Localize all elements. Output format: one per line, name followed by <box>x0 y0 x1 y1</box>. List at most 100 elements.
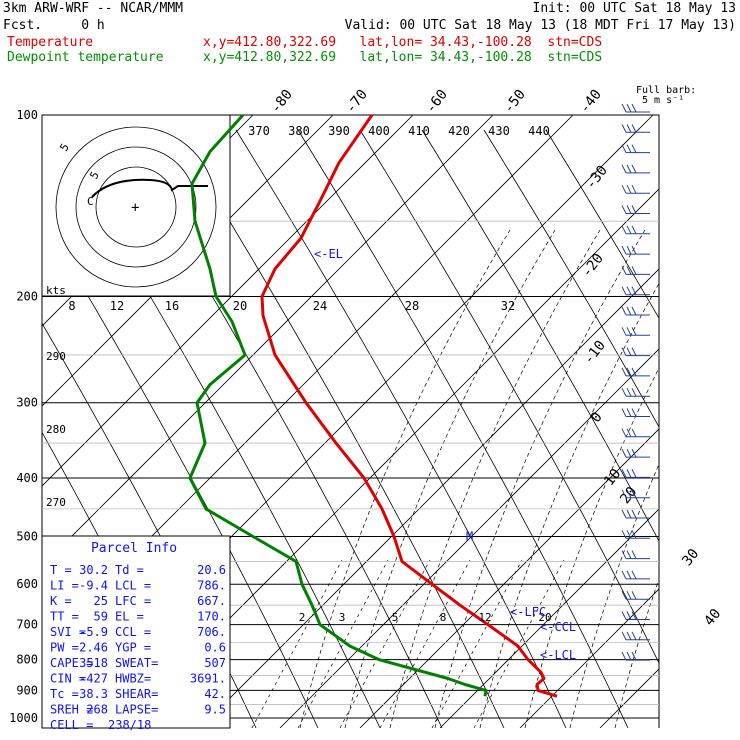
isotherm-label--80: -80 <box>268 87 296 117</box>
isotherm-label-40: 40 <box>701 606 724 629</box>
wind-barb-flag <box>621 205 627 214</box>
parcel-value: 268 <box>86 703 108 717</box>
pressure-label-300: 300 <box>16 396 38 410</box>
moist-adiabat-line <box>569 463 659 728</box>
parcel-value: -9.4 <box>79 579 108 593</box>
level-marker: <-LFC <box>510 605 546 619</box>
wind-barb-flag <box>626 550 632 559</box>
wind-barb-flag <box>626 631 632 641</box>
wind-barb-flag <box>631 651 637 661</box>
speed-label-12: 12 <box>110 299 124 313</box>
theta-e-label-390: 390 <box>328 124 350 138</box>
wind-barb-flag <box>621 469 627 478</box>
parcel-value: 59 <box>94 610 108 624</box>
wind-barb-flag <box>621 408 627 417</box>
wind-barb-flag <box>631 530 637 539</box>
wind-barb-flag <box>631 611 637 620</box>
parcel-value: 0.6 <box>204 641 226 655</box>
theta-e-label-400: 400 <box>368 124 390 138</box>
wind-barb-flag <box>621 225 627 235</box>
wind-barb-flag <box>621 428 627 438</box>
isotherm-label-20: 20 <box>617 484 640 507</box>
wind-barb-flag <box>631 327 637 336</box>
wind-barb-flag <box>626 367 632 377</box>
wind-barb-flag <box>631 590 637 600</box>
wind-barb-flag <box>621 306 627 316</box>
dry-adiabat-label-270: 270 <box>46 496 66 509</box>
mixing-ratio-line <box>251 559 343 728</box>
dry-adiabat-line <box>545 129 659 320</box>
speed-label-8: 8 <box>68 299 75 313</box>
wind-barb-flag <box>631 428 637 438</box>
dry-adiabat-line <box>173 129 505 728</box>
wind-barb-flag <box>626 327 632 336</box>
wind-barb-flag <box>626 347 632 356</box>
temperature-legend-label: Temperature <box>7 35 94 50</box>
parcel-label: SREH = <box>50 703 93 717</box>
parcel-label: Tc = <box>50 687 79 701</box>
wind-barb-flag <box>626 306 632 316</box>
parcel-value: 25 <box>94 594 108 608</box>
wind-barb-flag <box>626 570 632 580</box>
isotherm-label--30: -30 <box>583 163 611 193</box>
hodograph-trace <box>91 178 208 198</box>
wind-barb-flag <box>631 448 637 458</box>
hodograph-ring <box>95 166 177 248</box>
speed-label-24: 24 <box>313 299 327 313</box>
parcel-value: 786. <box>197 579 226 593</box>
dry-adiabat-line <box>483 129 659 428</box>
wind-barb-flag <box>621 245 627 255</box>
isotherm-label--40: -40 <box>577 87 605 117</box>
parcel-value: -427 <box>79 672 108 686</box>
wind-barb-flag <box>631 550 637 559</box>
parcel-value: 238/18 <box>108 718 151 732</box>
pressure-label-200: 200 <box>16 290 38 304</box>
parcel-label: HWBZ= <box>115 672 151 686</box>
wind-barb-flag <box>621 184 627 194</box>
level-marker: <-CCL <box>540 620 576 634</box>
dry-adiabat-line <box>359 129 659 664</box>
parcel-label: K = <box>50 594 72 608</box>
parcel-label: CCL = <box>115 625 151 639</box>
isotherm-label--60: -60 <box>423 87 451 117</box>
parcel-label: LFC = <box>115 594 151 608</box>
parcel-label: SWEAT= <box>115 656 158 670</box>
wind-barb-flag <box>631 286 637 295</box>
speed-label-28: 28 <box>405 299 419 313</box>
parcel-label: PW = <box>50 641 79 655</box>
isotherm-label-30: 30 <box>679 546 702 569</box>
wind-barb-flag <box>621 570 627 580</box>
mixing-ratio-line <box>379 559 471 728</box>
parcel-value: 3691. <box>190 672 226 686</box>
mixing-ratio-label-20: 20 <box>538 611 551 624</box>
wind-barb-flag <box>626 448 632 458</box>
dewpoint-profile <box>188 115 488 697</box>
hodograph-box <box>41 114 231 297</box>
wind-barb-flag <box>626 286 632 295</box>
pressure-label-700: 700 <box>16 618 38 632</box>
theta-e-label-410: 410 <box>408 124 430 138</box>
hodograph-ring-label: C <box>87 195 94 208</box>
wind-barb-flag <box>621 489 627 498</box>
wind-barb-flag <box>631 266 637 275</box>
parcel-value: 38.3 <box>79 687 108 701</box>
wind-barb-flag <box>621 611 627 620</box>
mixing-ratio-line <box>473 559 565 728</box>
wind-barb-flag <box>626 205 632 214</box>
wind-barb-flag <box>621 651 627 661</box>
wind-barb-flag <box>621 387 627 397</box>
wind-barb-flag <box>631 631 637 641</box>
speed-label-20: 20 <box>233 299 247 313</box>
theta-e-label-430: 430 <box>488 124 510 138</box>
mixing-ratio-label-12: 12 <box>478 611 491 624</box>
wind-barb-flag <box>626 164 632 174</box>
pressure-label-1000: 1000 <box>9 711 38 725</box>
isotherm-label--70: -70 <box>343 87 371 117</box>
temperature-location: x,y=412.80,322.69 lat,lon= 34.43,-100.28… <box>203 35 603 50</box>
isotherm-label--20: -20 <box>579 251 607 281</box>
isotherm-line <box>42 115 414 487</box>
wind-barb-flag <box>631 205 637 214</box>
parcel-label: Td = <box>115 563 144 577</box>
wind-barb-flag <box>626 590 632 600</box>
parcel-label: CELL = <box>50 718 93 732</box>
